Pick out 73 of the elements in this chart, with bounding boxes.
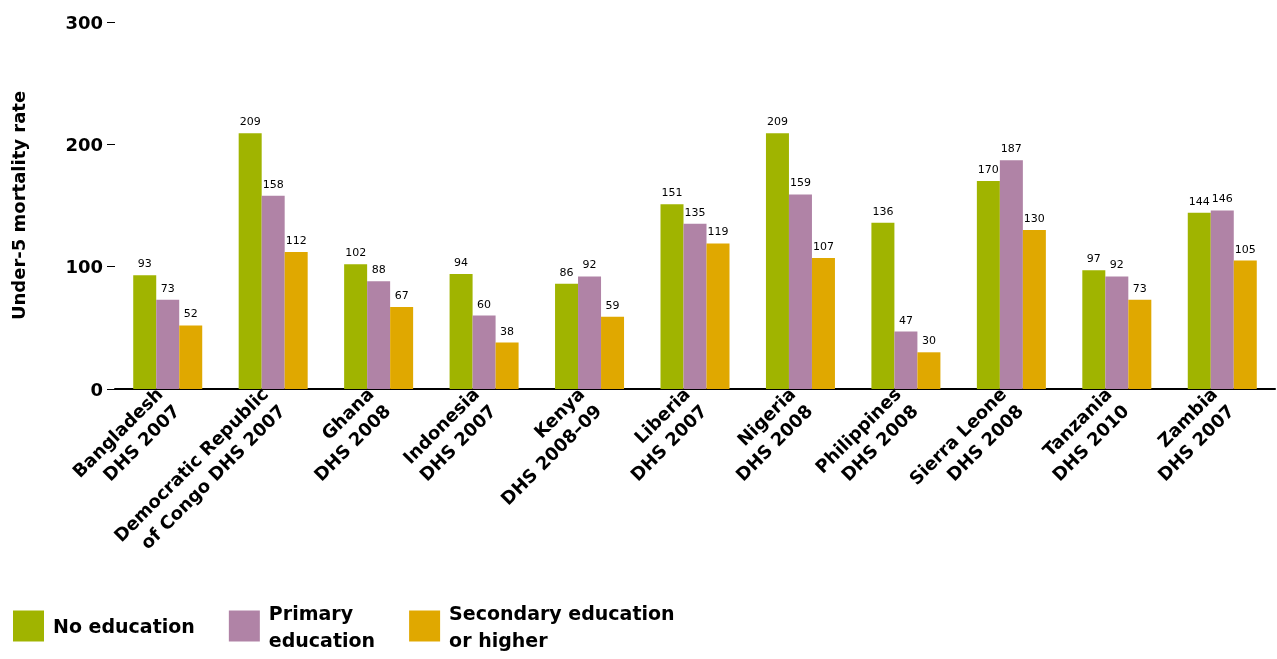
bar (1187, 212, 1211, 389)
data-label: 170 (977, 163, 999, 177)
data-label: 47 (898, 313, 913, 327)
data-label: 130 (1023, 211, 1045, 225)
y-axis-title: Under-5 mortality rate (7, 90, 29, 321)
legend-label: Secondary education or higher (449, 601, 675, 651)
legend-label: No education (53, 615, 195, 637)
bar (1233, 260, 1257, 389)
bar (1128, 299, 1152, 389)
data-label: 67 (394, 289, 409, 303)
bar (495, 342, 519, 389)
bar (976, 181, 1000, 389)
data-label: 93 (137, 257, 152, 271)
data-label: 92 (582, 258, 597, 272)
data-label: 38 (500, 324, 515, 338)
legend-label: Primary education (268, 601, 376, 651)
y-tick-label: 300 (65, 11, 103, 33)
bar (238, 133, 262, 389)
bar (261, 195, 285, 389)
data-label: 159 (789, 176, 811, 190)
data-label: 119 (707, 225, 729, 239)
bar (472, 315, 496, 389)
bar (917, 352, 941, 389)
bar (179, 325, 203, 389)
bar (156, 299, 180, 389)
data-label: 107 (812, 240, 834, 254)
data-label: 94 (454, 256, 469, 270)
bar (449, 274, 473, 389)
data-label: 146 (1211, 192, 1233, 206)
bar (999, 160, 1023, 389)
bar (133, 275, 157, 389)
bar (390, 307, 414, 389)
bar (1022, 229, 1046, 389)
data-label: 97 (1086, 252, 1101, 266)
data-label: 135 (684, 205, 706, 219)
data-label: 73 (160, 281, 175, 295)
data-label: 52 (183, 307, 198, 321)
bar (894, 331, 918, 389)
bar (765, 133, 789, 389)
data-label: 60 (477, 297, 492, 311)
data-label: 105 (1234, 242, 1256, 256)
bar (601, 316, 625, 389)
bar (1082, 270, 1106, 389)
bar (871, 222, 895, 389)
bar (1210, 210, 1234, 389)
data-label: 151 (661, 186, 683, 200)
bar (788, 194, 812, 389)
bar (1105, 276, 1129, 389)
bar (578, 276, 602, 389)
data-label: 136 (872, 204, 894, 218)
data-label: 158 (262, 177, 284, 191)
data-label: 59 (605, 298, 620, 312)
bar (284, 251, 308, 389)
data-label: 30 (921, 334, 936, 348)
data-label: 187 (1000, 142, 1022, 156)
bar (367, 281, 391, 389)
bar (683, 223, 707, 389)
bar (706, 243, 730, 389)
data-label: 88 (371, 263, 386, 277)
bar (811, 258, 835, 389)
y-tick-label: 100 (65, 256, 103, 278)
bar (555, 283, 579, 389)
data-label: 102 (345, 246, 367, 260)
data-label: 73 (1132, 281, 1147, 295)
data-label: 209 (239, 115, 261, 129)
bar (660, 204, 684, 389)
data-label: 92 (1109, 258, 1124, 272)
data-label: 209 (766, 115, 788, 129)
bar (344, 264, 368, 389)
data-label: 86 (559, 265, 574, 279)
data-label: 144 (1188, 194, 1210, 208)
y-tick-label: 200 (65, 133, 103, 155)
data-label: 112 (285, 233, 307, 247)
